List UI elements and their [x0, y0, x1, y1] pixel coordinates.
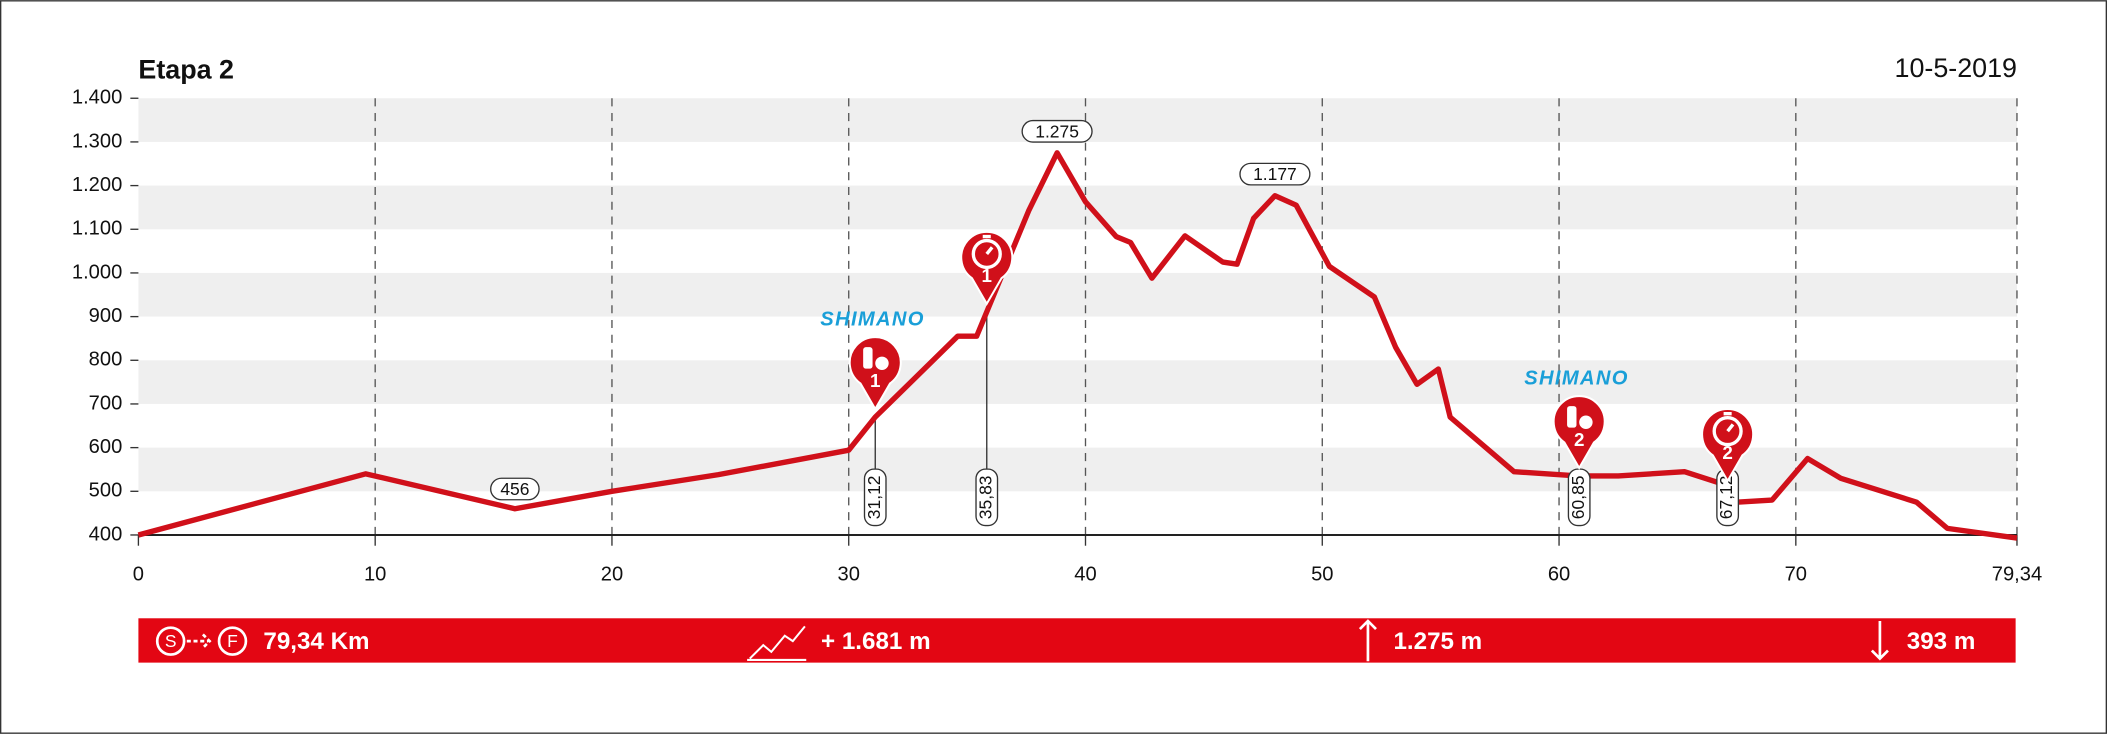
max-altitude: 1.275 m — [1393, 628, 1482, 655]
end-icon-label: F — [227, 631, 238, 651]
marker-label: 31,12 — [864, 475, 884, 519]
x-tick-label: 10 — [364, 564, 386, 586]
marker: 60,85 2 SHIMANO — [1524, 368, 1629, 527]
x-tick-label: 40 — [1074, 564, 1096, 586]
marker-number: 1 — [870, 370, 880, 391]
grid-band — [138, 447, 2017, 492]
x-tick-label: 30 — [838, 564, 860, 586]
altitude-annotation: 456 — [490, 477, 540, 501]
y-tick-label: 600 — [89, 436, 123, 458]
summary-bar: S F 79,34 Km + 1.681 m 1.275 m 393 m — [138, 618, 2016, 663]
annotation-label: 1.275 — [1035, 121, 1079, 141]
marker-label-box — [863, 468, 887, 527]
apple-icon — [875, 356, 889, 371]
altitude-annotation: 1.275 — [1021, 119, 1093, 143]
x-tick-label: 0 — [133, 564, 144, 586]
marker-pin — [1552, 395, 1606, 470]
x-tick-label: 79,34 — [1992, 564, 2042, 586]
ascent-icon — [747, 625, 807, 661]
min-altitude: 393 m — [1907, 628, 1976, 655]
marker-pin — [848, 336, 902, 412]
x-tick-label: 50 — [1311, 564, 1333, 586]
end-icon — [217, 626, 248, 656]
min-icon — [1870, 620, 1889, 661]
timer-hand — [982, 234, 994, 256]
bottle-icon — [863, 347, 873, 369]
start-icon — [155, 626, 186, 656]
marker-number: 2 — [1574, 429, 1584, 450]
annotation-box — [1239, 162, 1311, 186]
y-tick-label: 500 — [89, 480, 123, 502]
x-tick-label: 70 — [1785, 564, 1807, 586]
sponsor-logo: SHIMANO — [1524, 368, 1629, 390]
start-icon-label: S — [165, 631, 177, 651]
marker-label: 67,12 — [1716, 476, 1736, 520]
timer-icon — [1712, 416, 1743, 447]
marker: 67,12 2 — [1701, 408, 1755, 527]
marker-number: 1 — [982, 265, 992, 286]
marker-number: 2 — [1722, 442, 1732, 463]
marker: 31,12 1 SHIMANO — [820, 309, 925, 527]
y-tick-label: 1.000 — [72, 261, 122, 283]
altitude-annotation: 1.177 — [1239, 162, 1311, 186]
annotation-label: 1.177 — [1253, 164, 1297, 184]
y-tick-label: 700 — [89, 392, 123, 414]
y-tick-label: 900 — [89, 305, 123, 327]
sponsor-logo: SHIMANO — [820, 309, 925, 331]
y-tick-label: 1.400 — [72, 87, 122, 109]
max-icon — [1358, 619, 1377, 662]
date: 10-5-2019 — [1895, 53, 2017, 83]
y-tick-label: 1.100 — [72, 218, 122, 240]
bottle-icon — [1567, 406, 1577, 428]
grid-band — [138, 360, 2017, 404]
grid-band — [138, 272, 2017, 317]
marker: 35,83 1 — [960, 230, 1014, 527]
ascent: + 1.681 m — [821, 628, 931, 655]
annotation-label: 456 — [500, 479, 529, 499]
annotation-box — [1021, 119, 1093, 143]
y-tick-label: 400 — [89, 523, 123, 545]
annotation-box — [490, 477, 540, 501]
y-tick-label: 1.300 — [72, 130, 122, 152]
marker-label: 60,85 — [1568, 476, 1588, 520]
chart-title: Etapa 2 — [138, 54, 234, 84]
apple-icon — [1579, 415, 1593, 429]
distance: 79,34 Km — [263, 628, 369, 655]
x-tick-label: 60 — [1548, 564, 1570, 586]
timer-icon — [971, 238, 1002, 270]
x-tick-label: 20 — [601, 564, 623, 586]
summary-background — [138, 618, 2016, 663]
marker-label-box — [975, 468, 999, 527]
marker-label: 35,83 — [975, 476, 995, 520]
timer-hand — [1723, 412, 1735, 433]
y-tick-label: 1.200 — [72, 174, 122, 196]
y-tick-label: 800 — [89, 349, 123, 371]
arrow-icon — [186, 633, 212, 649]
